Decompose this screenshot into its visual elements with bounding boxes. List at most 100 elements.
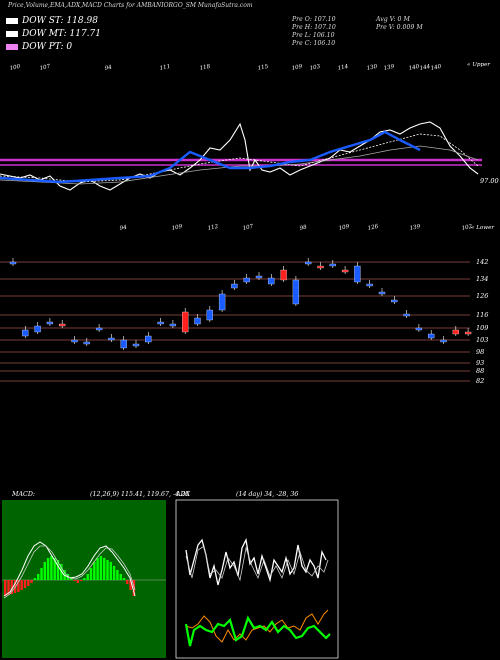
- candle-body: [452, 329, 459, 335]
- price-tick-label: 93: [476, 359, 484, 367]
- ema-panel: 100 107 94 111 118 115 109 103 114 130 139 140 144 14…: [0, 62, 499, 232]
- ema-top-number: 114: [337, 64, 349, 72]
- ema-bottom-number: 94: [119, 225, 128, 232]
- candle-body: [464, 331, 472, 335]
- macd-histogram-bar: [103, 558, 106, 580]
- candle-body: [71, 339, 78, 343]
- ema-top-number: 107: [39, 64, 51, 72]
- price-tick-label: 103: [476, 336, 488, 344]
- macd-histogram-bar: [37, 574, 40, 580]
- macd-histogram-bar: [23, 580, 27, 588]
- macd-histogram-bar: [56, 560, 60, 580]
- candle-body: [132, 343, 140, 347]
- ema-top-number: 115: [257, 64, 269, 72]
- macd-histogram-bar: [122, 578, 126, 580]
- prev-high: Pre H: 107.10: [292, 24, 336, 31]
- legend-dow-pt-label: DOW PT: 0: [22, 42, 73, 52]
- macd-label: MACD:: [11, 491, 35, 498]
- prev-volume: Pre V: 0.009 M: [376, 24, 423, 31]
- macd-histogram-bar: [129, 580, 132, 590]
- price-line: [0, 121, 479, 191]
- candle-body: [95, 327, 103, 331]
- macd-histogram-bar: [119, 574, 122, 580]
- macd-histogram-bar: [132, 580, 136, 596]
- macd-histogram-bar: [50, 556, 53, 580]
- ema-bottom-number: 139: [409, 224, 421, 232]
- macd-histogram-bar: [93, 562, 96, 580]
- price-tick-label: 126: [476, 292, 488, 300]
- candle-body: [440, 339, 447, 343]
- macd-histogram-bar: [96, 558, 99, 580]
- ema-top-number: 111: [159, 64, 171, 72]
- macd-histogram-bar: [99, 556, 103, 580]
- ema-top-number: 139: [383, 64, 395, 72]
- adx-plus-di-line: [184, 615, 331, 647]
- ema-top-number: 94: [104, 65, 113, 72]
- candle-body: [145, 335, 152, 343]
- candle-body: [182, 311, 189, 333]
- adx-params: (14 day) 34, -28, 36: [236, 491, 298, 498]
- legend-dow-st-label: DOW ST: 118.98: [22, 16, 98, 26]
- adx-main-line: [185, 537, 327, 586]
- candle-body: [378, 291, 386, 295]
- candle-body: [46, 321, 54, 325]
- price-tick-label: 134: [476, 275, 488, 283]
- prev-low: Pre L: 106.10: [292, 32, 335, 39]
- candle-body: [83, 341, 90, 345]
- macd-histogram-bar: [46, 558, 50, 580]
- macd-histogram-bar: [76, 580, 79, 583]
- ema-bottom-number: 126: [367, 224, 379, 232]
- candle-body: [243, 277, 250, 283]
- macd-histogram-bar: [112, 566, 116, 580]
- macd-histogram-bar: [73, 580, 76, 581]
- price-tick-label: 82: [476, 377, 484, 385]
- price-tick-label: 98: [476, 348, 484, 356]
- macd-panel: MACD: (12,26,9) 115.41, 119.67, -4.26: [2, 491, 189, 658]
- candle-body: [428, 333, 435, 339]
- adx-background: [175, 499, 339, 659]
- price-tick-label: 116: [476, 311, 488, 319]
- prev-close: Pre C: 106.10: [292, 40, 336, 47]
- candle-body: [34, 325, 41, 333]
- candle-body: [317, 265, 324, 269]
- macd-histogram-bar: [109, 562, 112, 580]
- macd-histogram-bar: [43, 562, 46, 580]
- candle-body: [59, 323, 66, 327]
- macd-histogram-bar: [83, 578, 86, 580]
- macd-histogram-bar: [27, 580, 30, 586]
- candle-body: [120, 339, 127, 349]
- legend-dow-mt-label: DOW MT: 117.71: [22, 29, 101, 39]
- adx-minus-di-line: [185, 609, 329, 643]
- ema-top-number: 118: [199, 64, 211, 72]
- adx-panel: ADX (14 day) 34, -28, 36: [175, 491, 339, 659]
- candle-body: [206, 309, 213, 321]
- legend-swatch: [6, 44, 18, 50]
- macd-histogram-bar: [106, 560, 109, 580]
- candle-body: [305, 261, 312, 265]
- candle-body: [194, 317, 201, 325]
- lower-label: « Lower: [471, 225, 494, 231]
- candle-body: [218, 293, 226, 311]
- macd-histogram-bar: [60, 564, 63, 580]
- ema-blue-line: [0, 130, 421, 184]
- candle-body: [292, 279, 300, 305]
- macd-histogram-bar: [20, 580, 23, 590]
- candle-body: [157, 321, 164, 325]
- macd-histogram-bar: [79, 580, 83, 581]
- macd-histogram-bar: [116, 570, 119, 580]
- macd-histogram-bar: [53, 558, 56, 580]
- ema-top-number: 103: [309, 64, 321, 72]
- candle-body: [341, 269, 349, 273]
- adx-secondary-line: [185, 545, 329, 582]
- ema-top-number: 100: [9, 64, 21, 72]
- ema-dotted-line: [0, 133, 479, 183]
- ema-top-number: 140: [408, 64, 420, 72]
- ema-bottom-number: 107: [242, 224, 254, 232]
- chart-title: Price,Volume,EMA,ADX,MACD Charts for AMB…: [8, 2, 253, 9]
- legend-swatch: [6, 18, 18, 24]
- macd-histogram-bar: [7, 580, 10, 595]
- candle-body: [108, 337, 115, 341]
- ema-top-number: 109: [291, 64, 303, 72]
- candle-body: [255, 275, 263, 279]
